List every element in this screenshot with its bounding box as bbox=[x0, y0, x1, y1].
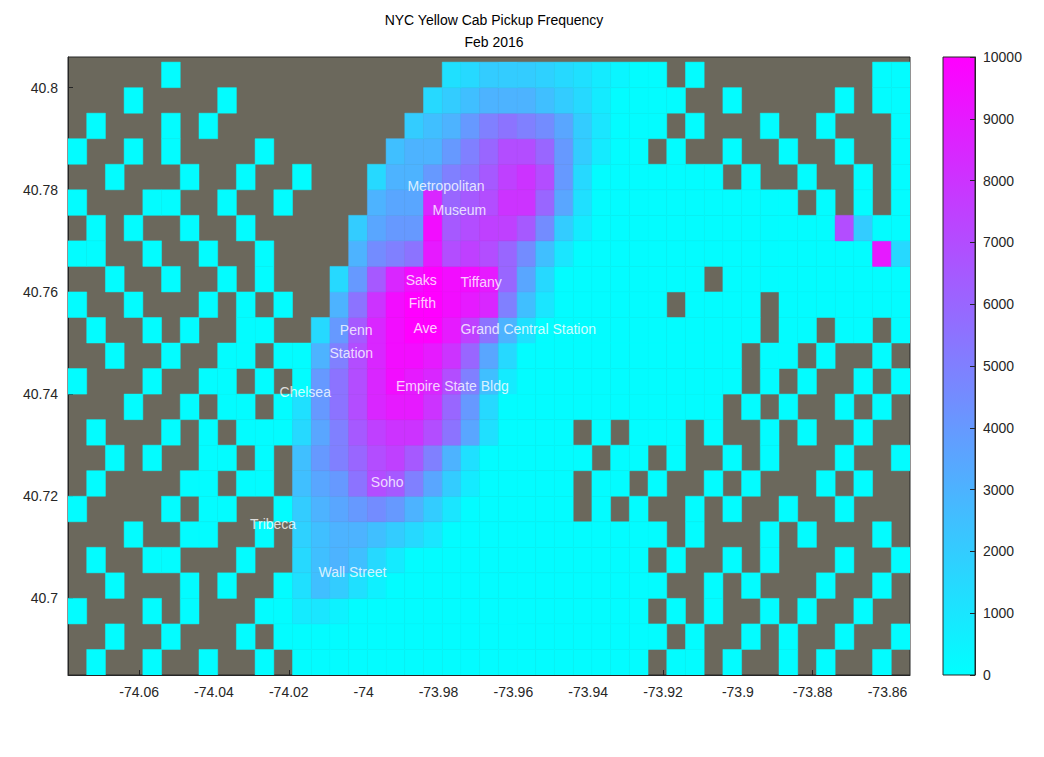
svg-text:40.8: 40.8 bbox=[31, 80, 58, 96]
svg-text:Soho: Soho bbox=[371, 474, 404, 490]
svg-text:9000: 9000 bbox=[983, 111, 1014, 127]
svg-text:1000: 1000 bbox=[983, 605, 1014, 621]
svg-text:4000: 4000 bbox=[983, 420, 1014, 436]
svg-text:Ave: Ave bbox=[413, 320, 437, 336]
svg-text:6000: 6000 bbox=[983, 296, 1014, 312]
svg-text:-73.9: -73.9 bbox=[722, 684, 754, 700]
svg-text:40.76: 40.76 bbox=[23, 284, 58, 300]
svg-text:10000: 10000 bbox=[983, 49, 1022, 65]
svg-text:Wall Street: Wall Street bbox=[318, 564, 386, 580]
svg-text:Tiffany: Tiffany bbox=[461, 274, 502, 290]
svg-text:Saks: Saks bbox=[406, 272, 437, 288]
svg-text:3000: 3000 bbox=[983, 482, 1014, 498]
svg-text:Fifth: Fifth bbox=[409, 295, 436, 311]
svg-text:Empire State Bldg: Empire State Bldg bbox=[396, 378, 509, 394]
svg-text:-73.96: -73.96 bbox=[493, 684, 533, 700]
svg-text:40.74: 40.74 bbox=[23, 386, 58, 402]
svg-text:7000: 7000 bbox=[983, 234, 1014, 250]
svg-text:2000: 2000 bbox=[983, 543, 1014, 559]
svg-text:5000: 5000 bbox=[983, 358, 1014, 374]
svg-text:Station: Station bbox=[329, 345, 373, 361]
svg-text:-74.04: -74.04 bbox=[194, 684, 234, 700]
svg-text:-73.92: -73.92 bbox=[643, 684, 683, 700]
svg-text:-73.98: -73.98 bbox=[419, 684, 459, 700]
svg-text:-73.86: -73.86 bbox=[868, 684, 908, 700]
svg-text:Metropolitan: Metropolitan bbox=[407, 178, 484, 194]
svg-text:NYC Yellow Cab Pickup Frequenc: NYC Yellow Cab Pickup Frequency bbox=[385, 12, 604, 28]
svg-text:-73.88: -73.88 bbox=[793, 684, 833, 700]
svg-text:Penn: Penn bbox=[340, 322, 373, 338]
svg-text:0: 0 bbox=[983, 667, 991, 683]
svg-text:-73.94: -73.94 bbox=[568, 684, 608, 700]
svg-text:40.7: 40.7 bbox=[31, 590, 58, 606]
svg-text:Chelsea: Chelsea bbox=[280, 384, 332, 400]
svg-text:-74.06: -74.06 bbox=[119, 684, 159, 700]
svg-text:8000: 8000 bbox=[983, 173, 1014, 189]
svg-text:40.78: 40.78 bbox=[23, 182, 58, 198]
svg-text:40.72: 40.72 bbox=[23, 488, 58, 504]
svg-text:-74: -74 bbox=[354, 684, 374, 700]
svg-text:Grand Central Station: Grand Central Station bbox=[461, 321, 596, 337]
svg-text:Tribeca: Tribeca bbox=[250, 516, 296, 532]
svg-text:Feb 2016: Feb 2016 bbox=[464, 34, 523, 50]
svg-text:Museum: Museum bbox=[433, 202, 487, 218]
svg-text:-74.02: -74.02 bbox=[269, 684, 309, 700]
